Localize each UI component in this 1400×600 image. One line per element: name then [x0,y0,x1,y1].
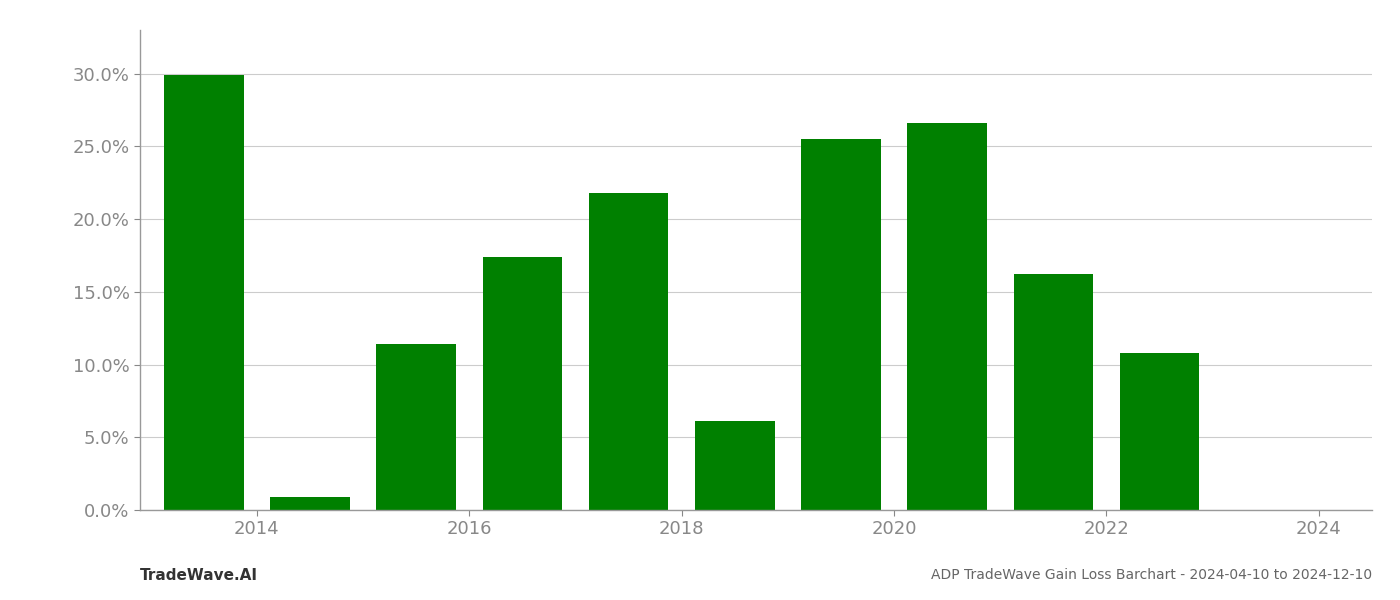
Bar [483,257,563,510]
Text: ADP TradeWave Gain Loss Barchart - 2024-04-10 to 2024-12-10: ADP TradeWave Gain Loss Barchart - 2024-… [931,568,1372,581]
Bar [801,139,881,510]
Bar [164,75,244,510]
Bar [377,344,456,510]
Text: TradeWave.AI: TradeWave.AI [140,568,258,583]
Bar [589,193,668,510]
Bar [907,123,987,510]
Bar [270,497,350,510]
Bar [1120,353,1200,510]
Bar [694,421,774,510]
Bar [1014,274,1093,510]
